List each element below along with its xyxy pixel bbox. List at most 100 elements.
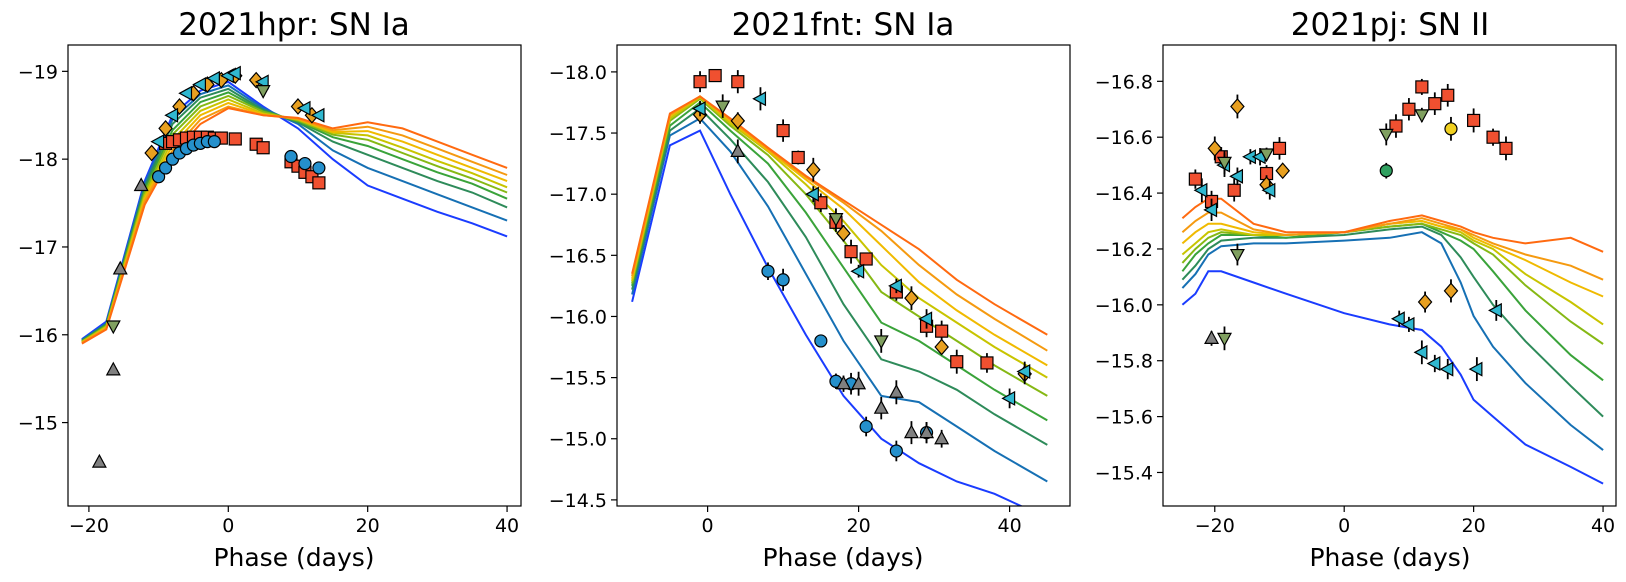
y-tick-label: −19	[18, 61, 58, 83]
data-point-square	[312, 176, 326, 190]
data-point-circle	[298, 156, 312, 171]
x-tick-label: 0	[1338, 515, 1350, 537]
data-point-diamond	[158, 120, 173, 137]
y-tick-label: −15.6	[1095, 407, 1153, 429]
data-point-triangle-up	[91, 453, 107, 468]
data-point-triangle-left	[206, 70, 220, 86]
data-point-diamond	[1275, 162, 1291, 180]
data-point-diamond	[1207, 139, 1223, 157]
plot-frame	[1162, 44, 1617, 507]
data-point-triangle-up	[105, 361, 121, 376]
model-curve	[631, 101, 1048, 422]
model-curve	[81, 101, 508, 344]
data-point-triangle-up	[888, 384, 904, 398]
panel-title: 2021pj: SN II	[1291, 7, 1490, 43]
plot-area	[81, 65, 508, 468]
data-point-triangle-left	[1413, 344, 1428, 360]
data-point-circle	[761, 264, 775, 278]
panel-title: 2021fnt: SN Ia	[732, 7, 955, 43]
panel-1: 2021hpr: SN Ia Phase (days) −20 0 20 40 −19 −…	[18, 7, 522, 572]
y-tick-label: −16.2	[1095, 239, 1153, 261]
y-tick-label: −16.0	[1095, 295, 1153, 317]
x-axis-label: Phase (days)	[762, 543, 923, 572]
data-point-triangle-left	[1488, 302, 1502, 318]
x-axis-label: Phase (days)	[1309, 543, 1470, 572]
model-curve	[81, 107, 508, 345]
model-curve	[81, 84, 508, 341]
data-point-triangle-down	[1216, 156, 1232, 171]
data-point-triangle-up	[730, 143, 746, 157]
data-point-triangle-left	[310, 107, 325, 123]
data-point-triangle-left	[1468, 361, 1483, 377]
data-point-circle	[814, 334, 828, 348]
data-point-square	[980, 356, 994, 370]
data-point-circle	[152, 170, 166, 184]
data-point-square	[693, 75, 707, 89]
data-point-triangle-down	[1216, 332, 1232, 347]
data-point-diamond	[1443, 282, 1459, 300]
data-point-triangle-up	[903, 424, 919, 439]
data-point-triangle-down	[1378, 128, 1394, 143]
data-point-triangle-left	[1193, 182, 1208, 198]
data-point-square	[1227, 183, 1241, 197]
model-curve	[631, 117, 1048, 483]
data-point-triangle-left	[1400, 316, 1415, 332]
y-tick-label: −16.5	[549, 245, 607, 267]
data-point-triangle-up	[934, 430, 950, 445]
data-point-square	[1441, 88, 1455, 102]
data-point-triangle-up	[873, 399, 889, 414]
data-point-triangle-left	[1229, 168, 1244, 184]
x-tick-label: 40	[495, 515, 519, 537]
data-point-triangle-up	[851, 375, 867, 390]
data-point-triangle-down	[1229, 248, 1245, 263]
y-tick-label: −15.5	[549, 368, 607, 390]
data-point-triangle-left	[1001, 390, 1016, 406]
y-tick-label: −15.4	[1095, 462, 1153, 484]
x-tick-label: 40	[998, 515, 1022, 537]
x-tick-label: 20	[356, 515, 380, 537]
data-point-triangle-left	[850, 263, 865, 279]
data-point-square	[256, 141, 270, 155]
x-tick-label: −20	[1195, 515, 1235, 537]
data-point-triangle-left	[1426, 356, 1441, 372]
data-point-square	[859, 252, 873, 266]
data-point-diamond	[730, 112, 746, 130]
y-tick-label: −15.0	[549, 429, 607, 451]
data-point-triangle-left	[691, 101, 706, 117]
model-curve	[631, 97, 1048, 397]
data-point-triangle-down	[1414, 109, 1430, 124]
y-tick-label: −15.8	[1095, 351, 1153, 373]
model-curve	[1181, 222, 1604, 345]
data-point-square	[1272, 141, 1287, 155]
data-point-square	[1499, 141, 1513, 155]
data-point-square	[1428, 97, 1442, 111]
model-curve	[1181, 231, 1604, 451]
data-point-triangle-left	[918, 311, 933, 327]
y-tick-label: −17.5	[549, 123, 607, 145]
data-point-triangle-down	[715, 100, 731, 115]
data-point-square	[1415, 80, 1429, 94]
model-curve	[1181, 211, 1604, 281]
panel-2: 2021fnt: SN Ia Phase (days) 0 20 40 −18.0 −1…	[549, 7, 1071, 572]
data-point-triangle-left	[164, 107, 179, 123]
model-curve	[81, 105, 508, 344]
y-tick-label: −18	[18, 149, 58, 171]
y-tick-label: −14.5	[549, 490, 607, 512]
data-point-triangle-down	[1259, 148, 1275, 163]
y-tick-label: −16.6	[1095, 127, 1153, 149]
x-tick-label: 40	[1591, 515, 1615, 537]
model-curve	[81, 98, 508, 343]
plot-frame	[67, 44, 522, 507]
model-curve	[1181, 270, 1604, 485]
y-tick-label: −16.0	[549, 306, 607, 328]
y-tick-label: −17	[18, 237, 58, 259]
data-point-square	[1188, 172, 1202, 186]
y-tick-label: −18.0	[549, 62, 607, 84]
plot-area	[1181, 78, 1604, 485]
data-point-diamond	[1230, 98, 1245, 115]
data-point-triangle-left	[296, 100, 311, 116]
data-point-triangle-left	[1390, 311, 1405, 327]
data-point-triangle-down	[828, 213, 844, 227]
data-point-circle	[207, 134, 221, 149]
